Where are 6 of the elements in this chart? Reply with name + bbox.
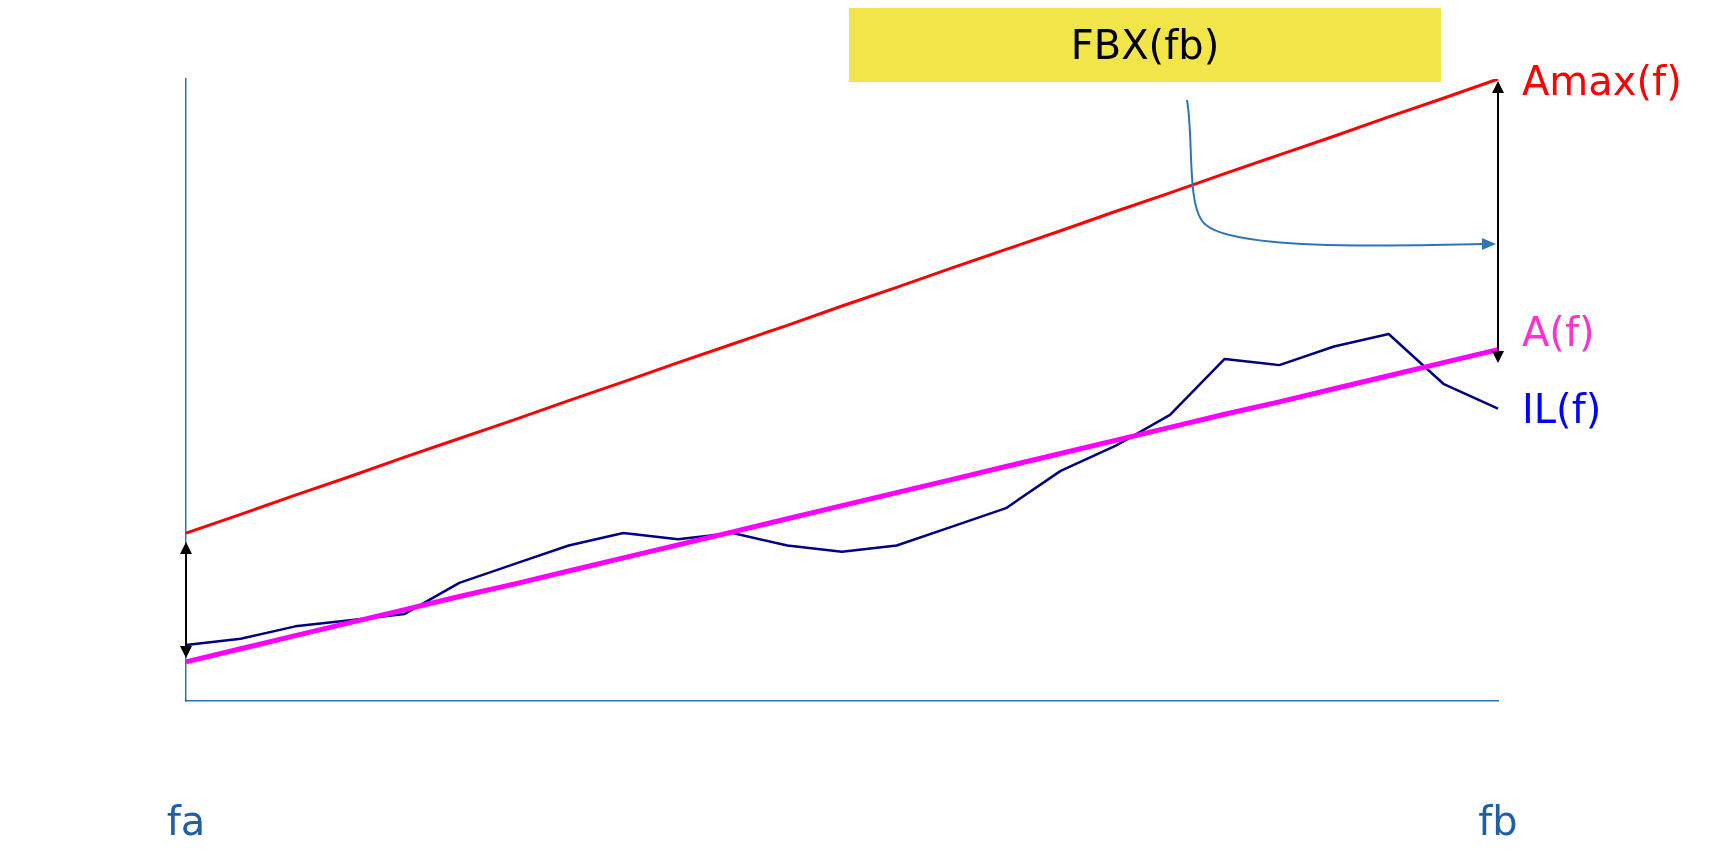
series-label: IL(f) <box>1522 386 1602 433</box>
x-tick-label: fa <box>166 798 206 845</box>
series-label: A(f) <box>1522 308 1595 355</box>
x-tick-label: fb <box>1478 798 1518 845</box>
series-label: Amax(f) <box>1522 58 1682 105</box>
note-box: FBX(fb) <box>849 8 1441 82</box>
